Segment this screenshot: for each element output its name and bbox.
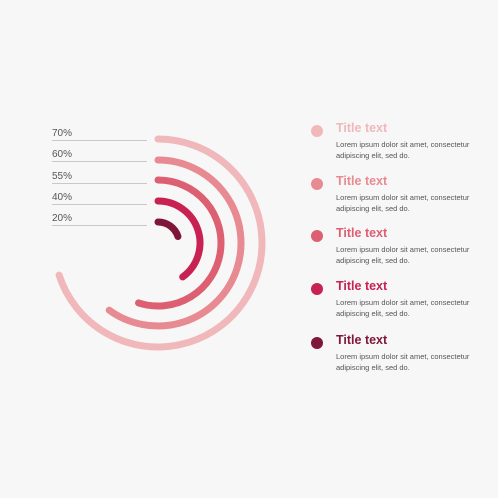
legend-description: Lorem ipsum dolor sit amet, consectetur … bbox=[336, 140, 470, 160]
pct-label: 20% bbox=[52, 213, 73, 224]
legend-dot-icon bbox=[311, 125, 323, 137]
pct-guide-line bbox=[52, 204, 147, 205]
legend-description: Lorem ipsum dolor sit amet, consectetur … bbox=[336, 193, 470, 213]
arc-70pct bbox=[55, 135, 266, 351]
pct-guide-line bbox=[52, 161, 147, 162]
pct-label: 55% bbox=[52, 171, 73, 182]
arc-55pct bbox=[135, 176, 225, 310]
arc-40pct bbox=[154, 197, 204, 281]
legend-dot-icon bbox=[311, 283, 323, 295]
pct-guide-line bbox=[52, 140, 147, 141]
legend-title: Title text bbox=[336, 121, 388, 135]
legend-dot-icon bbox=[311, 337, 323, 349]
arc-20pct bbox=[154, 218, 182, 241]
legend-title: Title text bbox=[336, 333, 388, 347]
pct-guide-line bbox=[52, 225, 147, 226]
legend-title: Title text bbox=[336, 226, 388, 240]
legend-description: Lorem ipsum dolor sit amet, consectetur … bbox=[336, 298, 470, 318]
pct-label: 40% bbox=[52, 192, 73, 203]
arc-60pct bbox=[105, 156, 245, 330]
pct-guide-line bbox=[52, 183, 147, 184]
legend-title: Title text bbox=[336, 174, 388, 188]
legend-title: Title text bbox=[336, 279, 388, 293]
pct-label: 60% bbox=[52, 149, 73, 160]
legend-description: Lorem ipsum dolor sit amet, consectetur … bbox=[336, 245, 470, 265]
legend-dot-icon bbox=[311, 230, 323, 242]
legend-dot-icon bbox=[311, 178, 323, 190]
legend-description: Lorem ipsum dolor sit amet, consectetur … bbox=[336, 352, 470, 372]
pct-label: 70% bbox=[52, 128, 73, 139]
